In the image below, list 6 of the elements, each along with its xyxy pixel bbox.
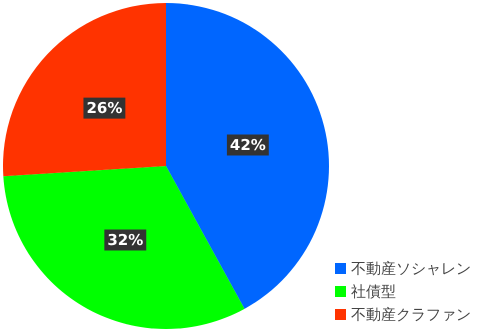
legend-label: 不動産クラファン — [351, 306, 471, 324]
data-label: 26% — [86, 99, 122, 118]
data-label: 32% — [107, 231, 144, 250]
legend-label: 不動産ソシャレン — [351, 260, 471, 278]
data-label: 42% — [230, 136, 266, 154]
legend-label: 社債型 — [351, 282, 396, 300]
